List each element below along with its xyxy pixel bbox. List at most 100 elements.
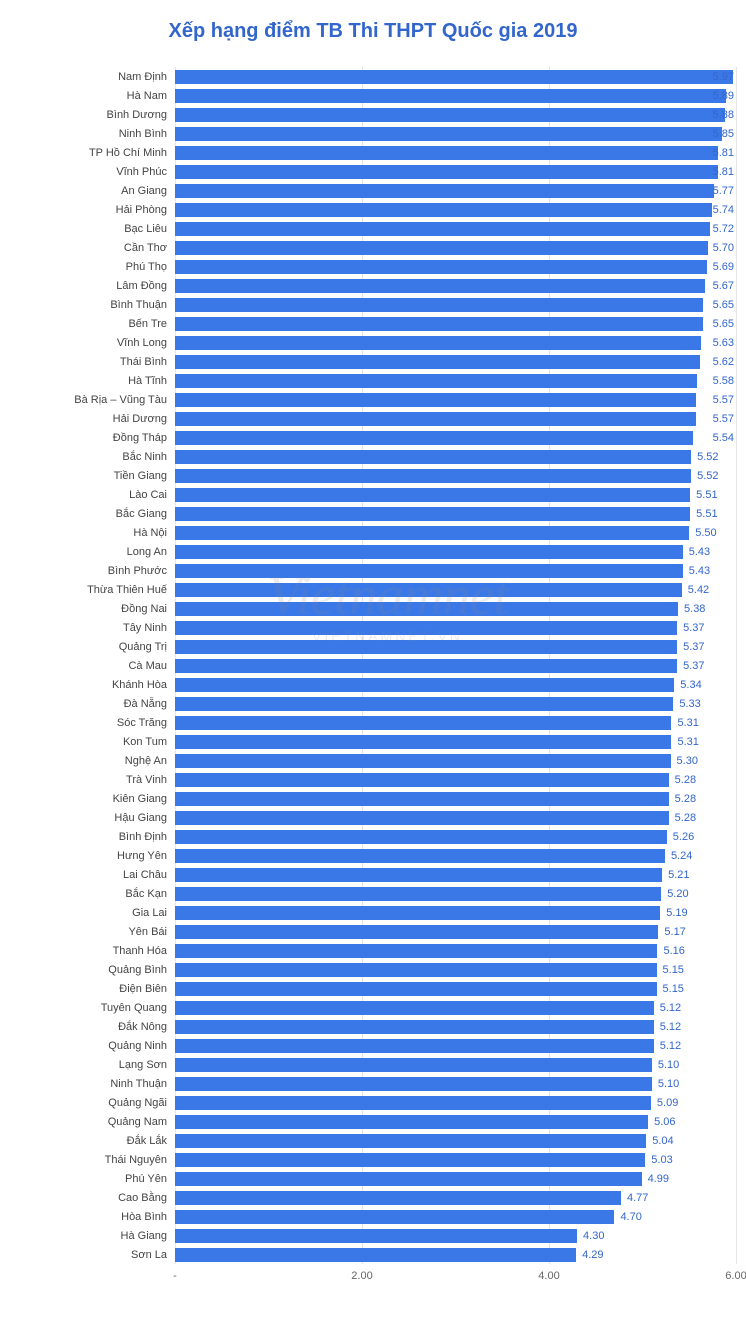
bar bbox=[175, 564, 683, 578]
bar bbox=[175, 811, 669, 825]
bar bbox=[175, 545, 683, 559]
bar-track: 5.67 bbox=[175, 276, 736, 295]
category-label: Yên Bái bbox=[10, 926, 175, 938]
bar bbox=[175, 431, 693, 445]
value-label: 5.28 bbox=[675, 793, 696, 805]
bar bbox=[175, 70, 733, 84]
bar-row: Thừa Thiên Huế5.42 bbox=[10, 580, 736, 599]
value-label: 5.06 bbox=[654, 1116, 675, 1128]
category-label: Hà Nội bbox=[10, 527, 175, 539]
bar-track: 5.04 bbox=[175, 1131, 736, 1150]
category-label: Hà Giang bbox=[10, 1230, 175, 1242]
bar bbox=[175, 393, 696, 407]
value-label: 5.33 bbox=[679, 698, 700, 710]
bar-track: 5.89 bbox=[175, 86, 736, 105]
x-tick-label: 4.00 bbox=[538, 1270, 559, 1282]
category-label: Bạc Liêu bbox=[10, 223, 175, 235]
bar-row: Gia Lai5.19 bbox=[10, 903, 736, 922]
value-label: 4.29 bbox=[582, 1249, 603, 1261]
bar bbox=[175, 1001, 654, 1015]
bar-row: Hưng Yên5.24 bbox=[10, 846, 736, 865]
bar bbox=[175, 887, 661, 901]
bar bbox=[175, 336, 701, 350]
value-label: 5.19 bbox=[666, 907, 687, 919]
bar-track: 4.99 bbox=[175, 1169, 736, 1188]
category-label: Nghệ An bbox=[10, 755, 175, 767]
bar-row: Hà Giang4.30 bbox=[10, 1226, 736, 1245]
bar bbox=[175, 1020, 654, 1034]
bar-row: Hải Dương5.57 bbox=[10, 409, 736, 428]
value-label: 5.42 bbox=[688, 584, 709, 596]
bar-track: 5.81 bbox=[175, 143, 736, 162]
value-label: 5.81 bbox=[713, 147, 734, 159]
bar-row: Đồng Nai5.38 bbox=[10, 599, 736, 618]
bar-track: 5.12 bbox=[175, 998, 736, 1017]
value-label: 5.28 bbox=[675, 774, 696, 786]
bar-track: 5.77 bbox=[175, 181, 736, 200]
bar-row: Bình Thuận 5.65 bbox=[10, 295, 736, 314]
bar bbox=[175, 982, 657, 996]
bar-track: 5.12 bbox=[175, 1017, 736, 1036]
bar-row: Nghệ An5.30 bbox=[10, 751, 736, 770]
category-label: Hòa Bình bbox=[10, 1211, 175, 1223]
bar-row: Ninh Bình 5.85 bbox=[10, 124, 736, 143]
bar-track: 5.74 bbox=[175, 200, 736, 219]
category-label: Phú Thọ bbox=[10, 261, 175, 273]
value-label: 5.57 bbox=[713, 394, 734, 406]
value-label: 4.99 bbox=[648, 1173, 669, 1185]
category-label: Kiên Giang bbox=[10, 793, 175, 805]
bar-track: 5.51 bbox=[175, 485, 736, 504]
bar-row: Bến Tre5.65 bbox=[10, 314, 736, 333]
bar-track: 4.70 bbox=[175, 1207, 736, 1226]
bar bbox=[175, 1058, 652, 1072]
bar-row: Đồng Tháp5.54 bbox=[10, 428, 736, 447]
category-label: Điện Biên bbox=[10, 983, 175, 995]
value-label: 5.63 bbox=[713, 337, 734, 349]
bar bbox=[175, 659, 677, 673]
category-label: TP Hồ Chí Minh bbox=[10, 147, 175, 159]
bar-row: Sóc Trăng5.31 bbox=[10, 713, 736, 732]
bar-track: 4.29 bbox=[175, 1245, 736, 1264]
bar bbox=[175, 298, 703, 312]
bar bbox=[175, 716, 671, 730]
category-label: Quảng Nam bbox=[10, 1116, 175, 1128]
bar bbox=[175, 374, 697, 388]
category-label: Kon Tum bbox=[10, 736, 175, 748]
chart-plot-area: Nam Định5.97Hà Nam5.89Bình Dương5.88Ninh… bbox=[10, 67, 736, 1288]
category-label: Tiền Giang bbox=[10, 470, 175, 482]
bar-track: 5.17 bbox=[175, 922, 736, 941]
bar bbox=[175, 146, 718, 160]
bar-row: Cao Bằng4.77 bbox=[10, 1188, 736, 1207]
bar bbox=[175, 1172, 642, 1186]
value-label: 5.85 bbox=[713, 128, 734, 140]
bar bbox=[175, 906, 660, 920]
category-label: Bình Thuận bbox=[10, 299, 175, 311]
bar-track: 5.42 bbox=[175, 580, 736, 599]
bar bbox=[175, 1229, 577, 1243]
bar bbox=[175, 1248, 576, 1262]
bar-row: Hà Tĩnh5.58 bbox=[10, 371, 736, 390]
bar-track: 5.15 bbox=[175, 979, 736, 998]
bar bbox=[175, 184, 714, 198]
value-label: 5.65 bbox=[713, 299, 734, 311]
category-label: Quảng Ninh bbox=[10, 1040, 175, 1052]
bar-track: 5.15 bbox=[175, 960, 736, 979]
value-label: 5.72 bbox=[713, 223, 734, 235]
bar-track: 5.57 bbox=[175, 390, 736, 409]
bar-track: 4.30 bbox=[175, 1226, 736, 1245]
value-label: 5.28 bbox=[675, 812, 696, 824]
bar-row: Vĩnh Long5.63 bbox=[10, 333, 736, 352]
category-label: Đắk Nông bbox=[10, 1021, 175, 1033]
bar-row: Đà Nẵng5.33 bbox=[10, 694, 736, 713]
value-label: 5.12 bbox=[660, 1040, 681, 1052]
value-label: 5.12 bbox=[660, 1021, 681, 1033]
category-label: Ninh Bình bbox=[10, 128, 175, 140]
bar bbox=[175, 925, 658, 939]
category-label: Long An bbox=[10, 546, 175, 558]
category-label: Trà Vinh bbox=[10, 774, 175, 786]
bar-row: Thái Bình5.62 bbox=[10, 352, 736, 371]
bar-row: Long An5.43 bbox=[10, 542, 736, 561]
bar bbox=[175, 279, 705, 293]
bar-track: 5.16 bbox=[175, 941, 736, 960]
value-label: 5.65 bbox=[713, 318, 734, 330]
